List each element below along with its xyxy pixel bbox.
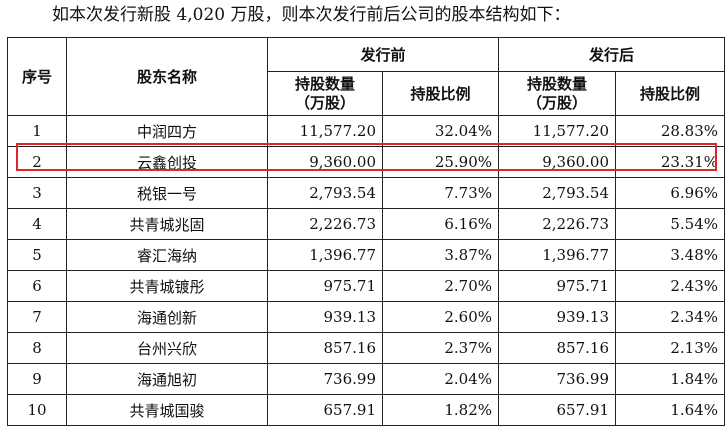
- row-before-ratio: 6.16%: [381, 208, 500, 240]
- row-after-ratio: 28.83%: [615, 115, 726, 147]
- header-name: 股东名称: [66, 37, 268, 116]
- row-before-qty: 975.71: [267, 270, 383, 302]
- row-shareholder-name: 共青城国骏: [66, 394, 268, 426]
- share-structure-table: 序号 股东名称 发行前 发行后 持股数量 （万股） 持股比例 持股数量 （万股）…: [7, 37, 726, 426]
- row-after-ratio: 5.54%: [615, 208, 726, 240]
- row-before-qty: 939.13: [267, 301, 383, 333]
- table-row: 6 共青城镀彤 975.71 2.70% 975.71 2.43%: [7, 270, 726, 302]
- row-shareholder-name: 海通创新: [66, 301, 268, 333]
- header-before: 发行前: [266, 37, 500, 72]
- row-seq: 10: [7, 394, 67, 426]
- row-after-ratio: 2.43%: [615, 270, 726, 302]
- row-after-ratio: 2.13%: [615, 332, 726, 364]
- row-before-ratio: 2.37%: [381, 332, 500, 364]
- header-after: 发行后: [498, 37, 726, 72]
- header-before-qty-label: 持股数量 （万股）: [294, 74, 355, 112]
- row-before-ratio: 7.73%: [381, 177, 500, 209]
- row-shareholder-name: 共青城兆固: [66, 208, 268, 240]
- row-shareholder-name: 税银一号: [66, 177, 268, 209]
- row-before-ratio: 32.04%: [381, 115, 500, 147]
- row-seq: 5: [7, 239, 67, 271]
- row-before-qty: 657.91: [267, 394, 383, 426]
- row-before-ratio: 3.87%: [381, 239, 500, 271]
- row-seq: 4: [7, 208, 67, 240]
- row-after-qty: 1,396.77: [498, 239, 617, 271]
- row-before-ratio: 2.60%: [381, 301, 500, 333]
- row-before-qty: 736.99: [267, 363, 383, 395]
- row-after-ratio: 6.96%: [615, 177, 726, 209]
- header-after-qty: 持股数量 （万股）: [498, 71, 617, 116]
- row-seq: 9: [7, 363, 67, 395]
- header-after-ratio: 持股比例: [615, 71, 726, 116]
- row-before-qty: 1,396.77: [267, 239, 383, 271]
- row-before-ratio: 1.82%: [381, 394, 500, 426]
- row-after-ratio: 2.34%: [615, 301, 726, 333]
- row-after-qty: 9,360.00: [498, 146, 617, 178]
- header-row-top: 序号 股东名称 发行前 发行后: [7, 37, 726, 116]
- row-after-qty: 975.71: [498, 270, 617, 302]
- table-row: 8 台州兴欣 857.16 2.37% 857.16 2.13%: [7, 332, 726, 364]
- header-before-ratio: 持股比例: [381, 71, 500, 116]
- row-after-qty: 939.13: [498, 301, 617, 333]
- table-row: 4 共青城兆固 2,226.73 6.16% 2,226.73 5.54%: [7, 208, 726, 240]
- row-after-qty: 657.91: [498, 394, 617, 426]
- row-seq: 6: [7, 270, 67, 302]
- row-seq: 8: [7, 332, 67, 364]
- row-before-ratio: 2.70%: [381, 270, 500, 302]
- row-before-qty: 857.16: [267, 332, 383, 364]
- row-shareholder-name: 海通旭初: [66, 363, 268, 395]
- table-row: 9 海通旭初 736.99 2.04% 736.99 1.84%: [7, 363, 726, 395]
- header-after-qty-label: 持股数量 （万股）: [527, 74, 588, 112]
- row-before-qty: 2,793.54: [267, 177, 383, 209]
- row-seq: 1: [7, 115, 67, 147]
- row-before-ratio: 2.04%: [381, 363, 500, 395]
- row-after-qty: 11,577.20: [498, 115, 617, 147]
- intro-text: 如本次发行新股 4,020 万股，则本次发行前后公司的股本结构如下：: [52, 5, 571, 25]
- row-after-qty: 857.16: [498, 332, 617, 364]
- row-seq: 7: [7, 301, 67, 333]
- table-row: 7 海通创新 939.13 2.60% 939.13 2.34%: [7, 301, 726, 333]
- row-before-qty: 9,360.00: [267, 146, 383, 178]
- table-row: 5 睿汇海纳 1,396.77 3.87% 1,396.77 3.48%: [7, 239, 726, 271]
- row-seq: 3: [7, 177, 67, 209]
- row-shareholder-name: 云鑫创投: [66, 146, 268, 178]
- header-before-qty: 持股数量 （万股）: [267, 71, 383, 116]
- row-after-ratio: 3.48%: [615, 239, 726, 271]
- row-before-qty: 2,226.73: [267, 208, 383, 240]
- table-row: 10 共青城国骏 657.91 1.82% 657.91 1.64%: [7, 394, 726, 426]
- row-after-ratio: 1.84%: [615, 363, 726, 395]
- row-after-ratio: 1.64%: [615, 394, 726, 426]
- table-row: 3 税银一号 2,793.54 7.73% 2,793.54 6.96%: [7, 177, 726, 209]
- header-row-sub: 持股数量 （万股） 持股比例 持股数量 （万股） 持股比例: [8, 71, 726, 116]
- row-before-qty: 11,577.20: [267, 115, 383, 147]
- table-body: 1 中润四方 11,577.20 32.04% 11,577.20 28.83% 2 云鑫创投…: [7, 115, 726, 426]
- table-row: 2 云鑫创投 9,360.00 25.90% 9,360.00 23.31%: [7, 146, 726, 178]
- row-before-ratio: 25.90%: [381, 146, 500, 178]
- row-after-ratio: 23.31%: [615, 146, 726, 178]
- row-after-qty: 2,793.54: [498, 177, 617, 209]
- table-row: 1 中润四方 11,577.20 32.04% 11,577.20 28.83%: [7, 115, 726, 147]
- row-shareholder-name: 共青城镀彤: [66, 270, 268, 302]
- row-shareholder-name: 台州兴欣: [66, 332, 268, 364]
- row-shareholder-name: 睿汇海纳: [66, 239, 268, 271]
- row-after-qty: 2,226.73: [498, 208, 617, 240]
- header-seq: 序号: [7, 37, 67, 116]
- row-shareholder-name: 中润四方: [66, 115, 268, 147]
- row-seq: 2: [7, 146, 67, 178]
- row-after-qty: 736.99: [498, 363, 617, 395]
